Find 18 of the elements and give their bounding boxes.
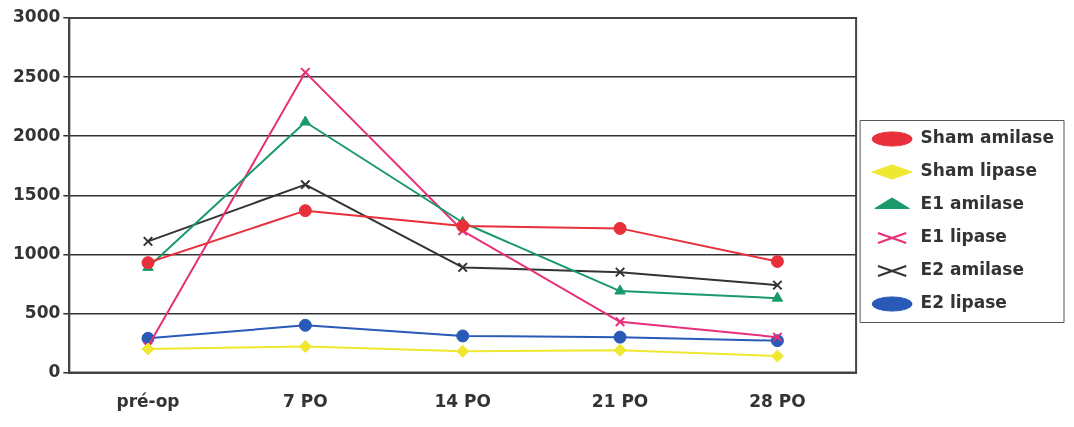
legend-label: E2 amilase (920, 259, 1024, 280)
legend-label: E1 lipase (920, 226, 1007, 247)
y-tick-label: 0 (48, 361, 61, 382)
x-tick-label: 14 PO (434, 391, 491, 412)
legend-label: Sham lipase (920, 160, 1037, 181)
y-tick-label: 1500 (12, 183, 61, 204)
legend-label: Sham amilase (920, 127, 1055, 148)
y-tick-label: 1000 (12, 242, 61, 263)
x-tick-label: 28 PO (749, 391, 806, 412)
y-tick-label: 500 (24, 301, 61, 322)
legend-label: E2 lipase (920, 292, 1007, 313)
y-tick-label: 2000 (12, 124, 61, 145)
y-tick-label: 3000 (12, 6, 61, 27)
legend-label: E1 amilase (920, 193, 1024, 214)
y-tick-label: 2500 (12, 65, 61, 86)
x-tick-label: 21 PO (591, 391, 649, 412)
x-tick-label: pré-op (116, 391, 180, 412)
x-tick-label: 7 PO (283, 391, 328, 412)
